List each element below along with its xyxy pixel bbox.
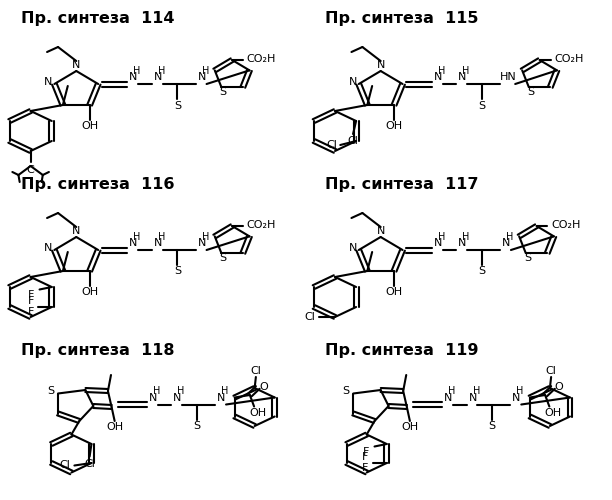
Text: N: N — [458, 238, 466, 248]
Text: S: S — [174, 266, 181, 276]
Text: CO₂H: CO₂H — [554, 54, 583, 64]
Text: H: H — [462, 232, 469, 242]
Text: S: S — [220, 253, 227, 263]
Text: OH: OH — [249, 408, 266, 418]
Text: H: H — [202, 66, 209, 76]
Text: N: N — [444, 393, 452, 403]
Text: S: S — [342, 386, 349, 396]
Text: S: S — [47, 386, 54, 396]
Text: F: F — [362, 452, 368, 462]
Text: F: F — [28, 307, 34, 317]
Text: OH: OH — [106, 422, 123, 432]
Text: N: N — [173, 393, 182, 403]
Text: F: F — [28, 296, 34, 306]
Text: Cl: Cl — [304, 312, 315, 322]
Text: S: S — [478, 100, 485, 110]
Text: N: N — [434, 238, 442, 248]
Text: Cl: Cl — [326, 140, 337, 150]
Text: OH: OH — [386, 121, 403, 131]
Text: Пр. синтеза  114: Пр. синтеза 114 — [21, 12, 174, 26]
Text: C: C — [27, 165, 34, 175]
Text: N: N — [44, 243, 53, 253]
Text: H: H — [202, 232, 209, 242]
Text: Cl: Cl — [59, 460, 70, 470]
Text: N: N — [154, 72, 162, 83]
Text: Cl: Cl — [84, 459, 95, 469]
Text: CO₂H: CO₂H — [247, 220, 276, 230]
Text: Cl: Cl — [546, 366, 556, 376]
Text: H: H — [221, 386, 228, 396]
Text: N: N — [72, 226, 80, 235]
Text: S: S — [527, 87, 534, 97]
Text: N: N — [512, 393, 521, 403]
Text: O: O — [259, 382, 268, 392]
Text: N: N — [129, 238, 138, 248]
Text: S: S — [174, 100, 181, 110]
Text: N: N — [44, 77, 53, 87]
Text: Пр. синтеза  118: Пр. синтеза 118 — [21, 344, 174, 358]
Text: N: N — [376, 60, 385, 70]
Text: CO₂H: CO₂H — [247, 54, 276, 64]
Text: N: N — [149, 393, 157, 403]
Text: H: H — [153, 386, 160, 396]
Text: S: S — [488, 421, 496, 431]
Text: H: H — [438, 232, 446, 242]
Text: O: O — [554, 382, 564, 392]
Text: S: S — [478, 266, 485, 276]
Text: N: N — [198, 238, 206, 248]
Text: H: H — [158, 66, 165, 76]
Text: N: N — [217, 393, 225, 403]
Text: Пр. синтеза  116: Пр. синтеза 116 — [21, 178, 174, 192]
Text: N: N — [72, 60, 80, 70]
Text: OH: OH — [81, 287, 99, 297]
Text: H: H — [133, 66, 141, 76]
Text: N: N — [348, 77, 357, 87]
Text: CO₂H: CO₂H — [551, 220, 580, 230]
Text: HN: HN — [499, 72, 517, 83]
Text: N: N — [458, 72, 466, 83]
Text: N: N — [129, 72, 138, 83]
Text: OH: OH — [545, 408, 562, 418]
Text: N: N — [434, 72, 442, 83]
Text: OH: OH — [401, 422, 419, 432]
Text: N: N — [376, 226, 385, 235]
Text: F: F — [363, 447, 369, 457]
Text: S: S — [220, 87, 227, 97]
Text: N: N — [348, 243, 357, 253]
Text: Cl: Cl — [348, 136, 359, 146]
Text: N: N — [154, 238, 162, 248]
Text: N: N — [502, 238, 510, 248]
Text: H: H — [517, 386, 524, 396]
Text: H: H — [472, 386, 480, 396]
Text: S: S — [193, 421, 200, 431]
Text: S: S — [524, 253, 531, 263]
Text: H: H — [462, 66, 469, 76]
Text: Cl: Cl — [250, 366, 261, 376]
Text: H: H — [448, 386, 455, 396]
Text: F: F — [28, 290, 34, 300]
Text: N: N — [198, 72, 206, 83]
Text: OH: OH — [81, 121, 99, 131]
Text: OH: OH — [386, 287, 403, 297]
Text: Пр. синтеза  115: Пр. синтеза 115 — [325, 12, 479, 26]
Text: Пр. синтеза  119: Пр. синтеза 119 — [325, 344, 479, 358]
Text: H: H — [133, 232, 141, 242]
Text: F: F — [362, 463, 368, 473]
Text: H: H — [158, 232, 165, 242]
Text: N: N — [468, 393, 477, 403]
Text: H: H — [177, 386, 185, 396]
Text: Пр. синтеза  117: Пр. синтеза 117 — [325, 178, 479, 192]
Text: H: H — [438, 66, 446, 76]
Text: H: H — [506, 232, 513, 242]
